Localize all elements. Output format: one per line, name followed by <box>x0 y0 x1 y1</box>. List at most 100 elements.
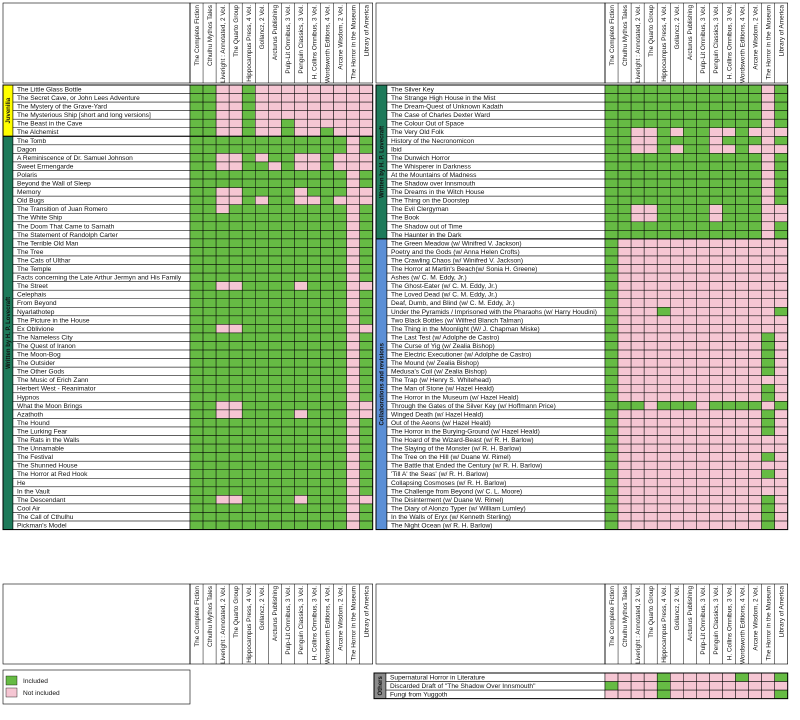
status-cell <box>748 358 762 368</box>
status-cell <box>359 332 373 342</box>
header-left-top-title-area <box>2 2 191 84</box>
status-cell <box>189 332 204 342</box>
status-cell <box>333 324 347 334</box>
status-cell <box>228 118 243 128</box>
status-cell <box>722 689 736 699</box>
status-cell <box>709 144 723 154</box>
status-cell <box>268 452 282 462</box>
status-cell <box>643 478 658 488</box>
status-cell <box>656 689 671 699</box>
status-cell <box>268 187 282 197</box>
status-cell <box>346 469 360 479</box>
status-cell <box>307 392 321 402</box>
status-cell <box>320 478 334 488</box>
status-cell <box>643 101 658 111</box>
status-cell <box>346 495 360 505</box>
status-cell <box>346 349 360 359</box>
status-cell <box>630 409 645 419</box>
status-cell <box>617 264 632 274</box>
status-cell <box>228 332 243 342</box>
status-cell <box>268 272 282 282</box>
status-cell <box>617 478 632 488</box>
status-cell <box>215 289 230 300</box>
status-cell <box>241 118 256 128</box>
status-cell <box>696 247 710 257</box>
status-cell <box>670 426 684 436</box>
status-cell <box>346 144 360 154</box>
status-cell <box>333 221 347 231</box>
status-cell <box>683 460 697 471</box>
row-title: Azathoth <box>17 411 43 418</box>
status-cell <box>735 349 749 359</box>
status-cell <box>709 520 723 530</box>
status-cell <box>294 495 308 505</box>
status-cell <box>617 349 632 359</box>
status-cell <box>617 178 632 188</box>
status-cell <box>696 512 710 522</box>
status-cell <box>307 469 321 479</box>
row-title: The Music of Erich Zann <box>17 377 89 384</box>
status-cell <box>722 272 736 282</box>
status-cell <box>241 221 256 231</box>
status-cell <box>696 153 710 163</box>
status-cell <box>241 341 256 351</box>
status-cell <box>670 689 684 699</box>
status-cell <box>617 247 632 257</box>
status-cell <box>670 84 684 94</box>
status-cell <box>722 409 736 419</box>
status-cell <box>683 161 697 171</box>
status-cell <box>774 689 788 699</box>
status-cell <box>189 127 204 137</box>
row-title-cell <box>12 392 191 402</box>
status-cell <box>215 418 230 428</box>
status-cell <box>359 520 373 530</box>
status-cell <box>656 298 671 308</box>
row-title: Facts concerning the Late Arthur Jermyn … <box>17 275 182 282</box>
status-cell <box>696 460 710 471</box>
status-cell <box>268 195 282 205</box>
status-cell <box>241 332 256 342</box>
row-title: The Trap (w/ Henry S. Whitehead) <box>391 377 491 384</box>
status-cell <box>735 272 749 282</box>
status-cell <box>189 84 204 94</box>
status-cell <box>241 238 256 248</box>
section-label: Juvenilia <box>6 97 12 123</box>
status-cell <box>255 264 269 274</box>
status-cell <box>696 452 710 462</box>
status-cell <box>670 349 684 359</box>
status-cell <box>722 247 736 257</box>
status-cell <box>215 384 230 394</box>
status-cell <box>748 230 762 240</box>
status-cell <box>735 204 749 214</box>
status-cell <box>643 84 658 94</box>
status-cell <box>709 349 723 359</box>
status-cell <box>617 443 632 453</box>
status-cell <box>320 255 334 265</box>
status-cell <box>643 281 658 291</box>
status-cell <box>281 144 295 154</box>
status-cell <box>346 401 360 411</box>
status-cell <box>359 366 373 376</box>
column-header-label: The Complete Fiction <box>194 5 201 66</box>
status-cell <box>281 341 295 351</box>
status-cell <box>748 503 762 513</box>
status-cell <box>774 324 788 334</box>
status-cell <box>294 127 308 137</box>
status-cell <box>656 127 671 137</box>
status-cell <box>189 520 204 530</box>
column-header-label: The Complete Fiction <box>609 586 616 647</box>
status-cell <box>656 681 671 691</box>
status-cell <box>630 178 645 188</box>
row-title: The Festival <box>17 454 53 461</box>
status-cell <box>189 247 204 257</box>
status-cell <box>241 469 256 479</box>
status-cell <box>281 272 295 282</box>
status-cell <box>333 170 347 180</box>
status-cell <box>722 512 736 522</box>
status-cell <box>294 358 308 368</box>
status-cell <box>656 272 671 282</box>
status-cell <box>748 375 762 385</box>
status-cell <box>307 161 321 171</box>
status-cell <box>722 136 736 146</box>
status-cell <box>761 204 775 214</box>
